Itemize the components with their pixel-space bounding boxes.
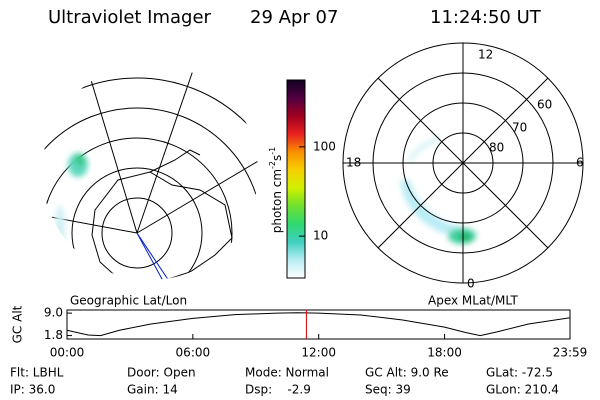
colorbar-label-part: photon cm: [270, 169, 284, 233]
info-field: Flt: LBHL: [10, 366, 64, 380]
x-tick-label: 23:59: [553, 346, 588, 360]
colorbar-label: photon cm-2s-1: [268, 147, 284, 234]
colorbar-label-part: s: [270, 155, 284, 161]
colorbar-label-part: -2: [268, 161, 277, 169]
altitude-chart: GC Alt 9.0 1.8 00:00 06:00 12:00 18:00 23:59: [11, 305, 588, 359]
map-label: Geographic Lat/Lon: [70, 294, 187, 308]
info-field: Seq: 39: [365, 383, 411, 397]
mlt-label: 18: [346, 156, 361, 170]
info-panel: Flt: LBHL Door: Open Mode: Normal GC Alt: 9…: [10, 366, 559, 397]
colorbar-scale: [286, 79, 306, 279]
colorbar-label-part: -1: [268, 147, 277, 155]
mlat-label: 60: [537, 98, 552, 112]
y-tick-label: 1.8: [44, 328, 63, 342]
info-field: GLon: 210.4: [486, 383, 559, 397]
x-tick-label: 18:00: [427, 346, 462, 360]
colorbar: 10 100 photon cm-2s-1: [268, 79, 336, 279]
mlat-label: 70: [512, 121, 527, 135]
time: 11:24:50 UT: [430, 7, 542, 28]
info-field: Dsp: -2.9: [245, 383, 311, 397]
mlt-label: 0: [467, 277, 475, 291]
info-field: GLat: -72.5: [486, 366, 553, 380]
colorbar-tick-label: 100: [313, 139, 336, 153]
info-field: Mode: Normal: [245, 366, 329, 380]
altitude-line: [66, 312, 571, 337]
mlt-grid: [342, 42, 584, 284]
date: 29 Apr 07: [250, 7, 338, 28]
geo-map: [42, 64, 258, 280]
info-field: Gain: 14: [127, 383, 178, 397]
info-field: IP: 36.0: [10, 383, 55, 397]
colorbar-tick-label: 10: [313, 229, 328, 243]
y-axis-label: GC Alt: [11, 305, 25, 343]
x-tick-label: 06:00: [176, 346, 211, 360]
x-tick-label: 12:00: [301, 346, 336, 360]
x-tick-label: 00:00: [50, 346, 85, 360]
mlt-label: 6: [576, 156, 584, 170]
map-label: Apex MLat/MLT: [428, 294, 518, 308]
y-tick-label: 9.0: [44, 306, 63, 320]
mlt-label: 12: [478, 48, 493, 62]
info-field: GC Alt: 9.0 Re: [365, 366, 449, 380]
title: Ultraviolet Imager: [48, 7, 212, 28]
mlat-label: 80: [489, 141, 504, 155]
mlt-map: [400, 136, 478, 244]
info-field: Door: Open: [127, 366, 196, 380]
